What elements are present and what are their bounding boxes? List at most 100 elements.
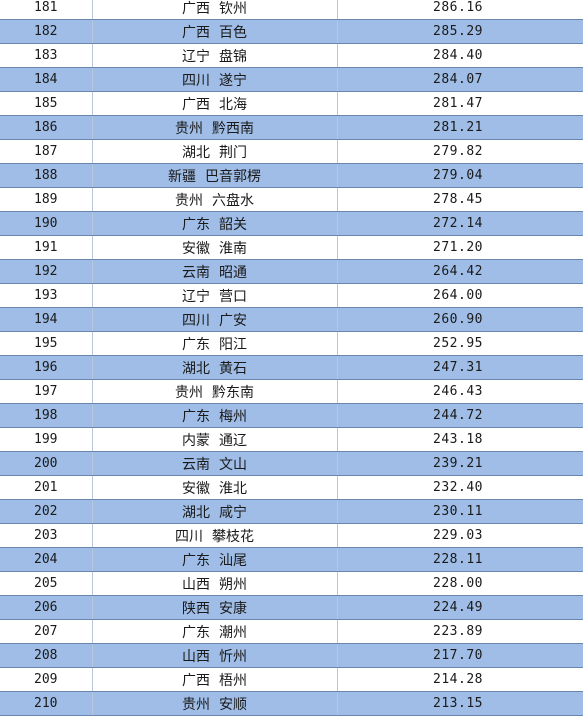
city-cell: 广东 潮州 — [91, 619, 338, 644]
rank-value: 186 — [34, 120, 58, 135]
city-name: 安顺 — [218, 696, 247, 713]
city-cell: 广东 汕尾 — [91, 547, 338, 572]
province-name: 贵州 — [182, 696, 211, 713]
rank-value: 190 — [34, 216, 58, 231]
rank-value: 191 — [34, 240, 58, 255]
rank-cell: 209 — [0, 667, 92, 692]
value-cell: 260.90 — [337, 307, 583, 332]
city-cell: 湖北 黄石 — [91, 355, 338, 380]
value-cell: 272.14 — [337, 211, 583, 236]
value-cell: 232.40 — [337, 475, 583, 500]
province-name: 四川 — [182, 312, 211, 329]
rank-cell: 206 — [0, 595, 92, 620]
city-name: 盘锦 — [218, 48, 247, 65]
table-row: 204 广东 汕尾 228.11 — [0, 547, 583, 572]
province-name: 广西 — [182, 24, 211, 41]
table-row: 206 陕西 安康 224.49 — [0, 595, 583, 620]
province-name: 广东 — [182, 552, 211, 569]
table-row: 205 山西 朔州 228.00 — [0, 571, 583, 596]
table-row: 182 广西 百色 285.29 — [0, 19, 583, 44]
rank-cell: 202 — [0, 499, 92, 524]
value-cell: 281.47 — [337, 91, 583, 116]
city-name: 广安 — [218, 312, 247, 329]
province-name: 四川 — [182, 72, 211, 89]
city-cell: 贵州 六盘水 — [91, 187, 338, 212]
rank-value: 201 — [34, 480, 58, 495]
rank-cell: 200 — [0, 451, 92, 476]
province-name: 新疆 — [168, 168, 197, 185]
city-name: 安康 — [218, 600, 247, 617]
rank-cell: 196 — [0, 355, 92, 380]
province-name: 贵州 — [175, 384, 204, 401]
city-cell: 四川 广安 — [91, 307, 338, 332]
city-name: 咸宁 — [218, 504, 247, 521]
province-name: 广东 — [182, 408, 211, 425]
value-cell: 214.28 — [337, 667, 583, 692]
rank-value: 181 — [34, 0, 58, 15]
table-row: 188 新疆 巴音郭楞 279.04 — [0, 163, 583, 188]
city-name: 六盘水 — [211, 192, 254, 209]
city-cell: 广西 梧州 — [91, 667, 338, 692]
value-cell: 213.15 — [337, 691, 583, 716]
value-cell: 264.42 — [337, 259, 583, 284]
table-row: 207 广东 潮州 223.89 — [0, 619, 583, 644]
value-number: 260.90 — [433, 312, 483, 327]
city-name: 攀枝花 — [211, 528, 254, 545]
value-cell: 246.43 — [337, 379, 583, 404]
rank-value: 184 — [34, 72, 58, 87]
rank-value: 195 — [34, 336, 58, 351]
rank-value: 182 — [34, 24, 58, 39]
city-cell: 四川 攀枝花 — [91, 523, 338, 548]
table-row: 187 湖北 荆门 279.82 — [0, 139, 583, 164]
city-name: 营口 — [218, 288, 247, 305]
rank-cell: 186 — [0, 115, 92, 140]
value-number: 217.70 — [433, 648, 483, 663]
rank-cell: 204 — [0, 547, 92, 572]
city-cell: 贵州 安顺 — [91, 691, 338, 716]
rank-value: 204 — [34, 552, 58, 567]
city-name: 汕尾 — [218, 552, 247, 569]
rank-cell: 210 — [0, 691, 92, 716]
province-name: 山西 — [182, 576, 211, 593]
table-row: 210 贵州 安顺 213.15 — [0, 691, 583, 716]
rank-cell: 199 — [0, 427, 92, 452]
province-name: 广东 — [182, 624, 211, 641]
rank-value: 193 — [34, 288, 58, 303]
value-number: 285.29 — [433, 24, 483, 39]
city-name: 文山 — [218, 456, 247, 473]
value-cell: 228.00 — [337, 571, 583, 596]
value-number: 213.15 — [433, 696, 483, 711]
rank-cell: 189 — [0, 187, 92, 212]
rank-cell: 207 — [0, 619, 92, 644]
table-row: 202 湖北 咸宁 230.11 — [0, 499, 583, 524]
city-cell: 广西 百色 — [91, 19, 338, 44]
rank-cell: 194 — [0, 307, 92, 332]
value-number: 239.21 — [433, 456, 483, 471]
city-name: 淮北 — [218, 480, 247, 497]
rank-value: 199 — [34, 432, 58, 447]
rank-cell: 198 — [0, 403, 92, 428]
table-row: 209 广西 梧州 214.28 — [0, 667, 583, 692]
city-cell: 云南 昭通 — [91, 259, 338, 284]
rank-cell: 187 — [0, 139, 92, 164]
city-name: 遂宁 — [218, 72, 247, 89]
table-row: 208 山西 忻州 217.70 — [0, 643, 583, 668]
rank-value: 209 — [34, 672, 58, 687]
value-number: 232.40 — [433, 480, 483, 495]
value-number: 224.49 — [433, 600, 483, 615]
city-name: 阳江 — [218, 336, 247, 353]
rank-value: 192 — [34, 264, 58, 279]
value-cell: 223.89 — [337, 619, 583, 644]
value-number: 284.07 — [433, 72, 483, 87]
province-name: 湖北 — [182, 144, 211, 161]
province-name: 安徽 — [182, 240, 211, 257]
rank-cell: 203 — [0, 523, 92, 548]
city-cell: 辽宁 营口 — [91, 283, 338, 308]
rank-cell: 195 — [0, 331, 92, 356]
table-row: 184 四川 遂宁 284.07 — [0, 67, 583, 92]
rank-value: 210 — [34, 696, 58, 711]
value-cell: 284.07 — [337, 67, 583, 92]
rank-value: 208 — [34, 648, 58, 663]
city-cell: 安徽 淮南 — [91, 235, 338, 260]
value-cell: 279.82 — [337, 139, 583, 164]
